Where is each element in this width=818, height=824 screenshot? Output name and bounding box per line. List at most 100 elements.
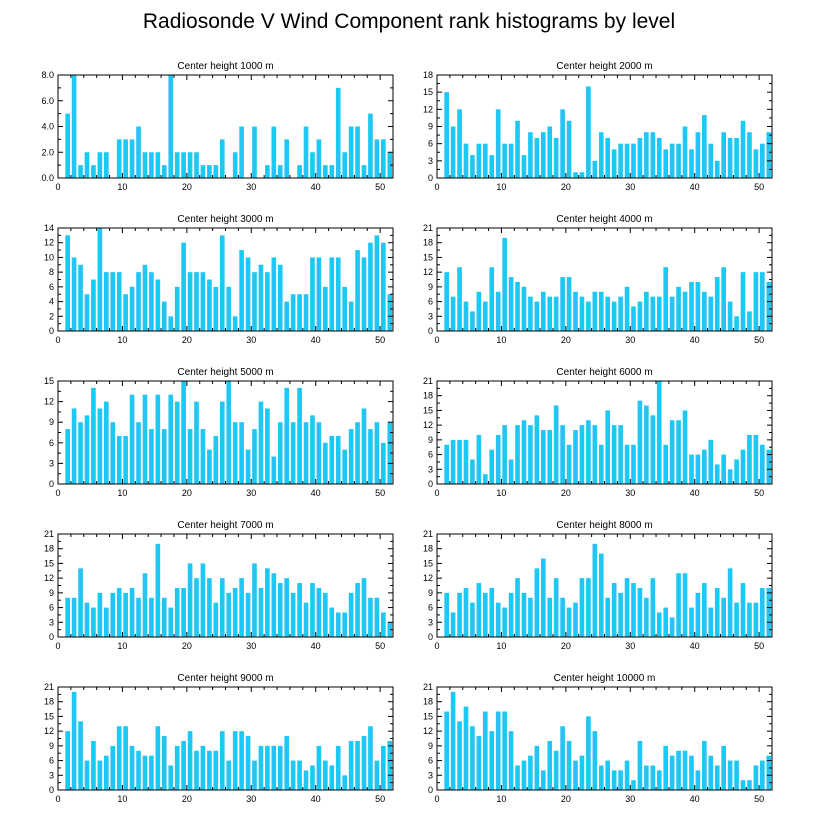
- bar: [136, 750, 141, 790]
- y-tick-label: 6: [428, 139, 433, 149]
- bar: [470, 602, 475, 637]
- bar: [714, 277, 720, 331]
- bar: [181, 242, 186, 331]
- bar: [663, 745, 669, 790]
- bar: [618, 143, 623, 178]
- bar: [232, 316, 238, 331]
- bar: [579, 296, 585, 331]
- y-tick-label: 9: [49, 588, 54, 598]
- bar: [721, 597, 726, 637]
- bar: [637, 587, 643, 637]
- y-tick-label: 0: [49, 326, 54, 336]
- y-tick-label: 15: [44, 376, 54, 386]
- bar: [297, 387, 302, 484]
- bar: [284, 736, 290, 790]
- bar: [766, 132, 772, 178]
- bar: [611, 770, 617, 790]
- bar: [155, 279, 161, 331]
- x-tick-label: 30: [625, 488, 635, 498]
- bar: [129, 139, 135, 179]
- bar: [194, 578, 199, 637]
- bar: [702, 291, 707, 331]
- x-tick-label: 40: [311, 794, 321, 804]
- panel-title: Center height 1000 m: [177, 61, 273, 72]
- bar: [611, 425, 617, 484]
- bar: [104, 152, 109, 178]
- bar: [592, 291, 598, 331]
- bar: [682, 410, 688, 484]
- bar: [84, 415, 90, 484]
- x-tick-label: 50: [754, 182, 764, 192]
- bar: [534, 568, 540, 637]
- bar: [656, 296, 662, 331]
- bar: [65, 597, 70, 637]
- bar: [495, 109, 501, 178]
- bar: [502, 711, 507, 790]
- bar: [303, 126, 309, 178]
- y-tick-label: 21: [423, 682, 433, 692]
- bar: [258, 745, 264, 790]
- bar: [207, 165, 212, 179]
- bar: [181, 152, 186, 178]
- y-tick-label: 0.0: [41, 173, 54, 183]
- bar: [136, 422, 141, 484]
- bar: [592, 160, 598, 178]
- y-tick-label: 3: [428, 464, 433, 474]
- bar: [142, 152, 148, 178]
- y-tick-label: 0: [428, 173, 433, 183]
- bar: [702, 740, 707, 790]
- bar: [149, 152, 154, 178]
- bar: [252, 429, 257, 484]
- y-tick-label: 15: [423, 252, 433, 262]
- bar: [168, 765, 174, 790]
- x-tick-label: 40: [311, 641, 321, 651]
- bar: [374, 760, 380, 790]
- x-tick-label: 50: [375, 488, 385, 498]
- bar: [161, 597, 167, 637]
- bar: [682, 126, 688, 178]
- x-tick-label: 0: [55, 335, 60, 345]
- bar: [702, 115, 707, 178]
- bar: [476, 291, 482, 331]
- bar: [637, 301, 643, 331]
- bar: [207, 750, 212, 790]
- bar: [232, 731, 238, 790]
- bar: [489, 155, 495, 178]
- bar: [476, 434, 482, 484]
- bar: [290, 592, 296, 637]
- y-tick-label: 15: [423, 405, 433, 415]
- bar: [310, 583, 315, 637]
- x-tick-label: 10: [496, 641, 506, 651]
- bar: [450, 612, 456, 637]
- bar: [483, 301, 488, 331]
- bar: [168, 607, 174, 637]
- x-tick-label: 0: [55, 488, 60, 498]
- bar: [553, 578, 559, 637]
- bar: [168, 75, 174, 178]
- bar: [476, 143, 482, 178]
- bar: [245, 449, 251, 484]
- bar: [508, 277, 514, 331]
- bar: [470, 459, 475, 484]
- bar: [284, 301, 290, 331]
- x-tick-label: 10: [496, 182, 506, 192]
- bar: [508, 143, 514, 178]
- bar: [592, 731, 598, 790]
- bar: [91, 740, 96, 790]
- bar: [355, 250, 360, 331]
- bar: [342, 449, 347, 484]
- bar: [553, 405, 559, 484]
- bar: [489, 587, 495, 637]
- bar: [463, 439, 469, 484]
- bar: [766, 755, 772, 790]
- bar: [644, 132, 649, 178]
- bar: [528, 425, 533, 484]
- bar: [708, 143, 714, 178]
- bar: [104, 272, 109, 331]
- bar: [631, 143, 636, 178]
- y-tick-label: 12: [423, 573, 433, 583]
- bar: [444, 592, 449, 637]
- x-tick-label: 40: [690, 182, 700, 192]
- bar: [174, 587, 180, 637]
- y-tick-label: 10: [44, 252, 54, 262]
